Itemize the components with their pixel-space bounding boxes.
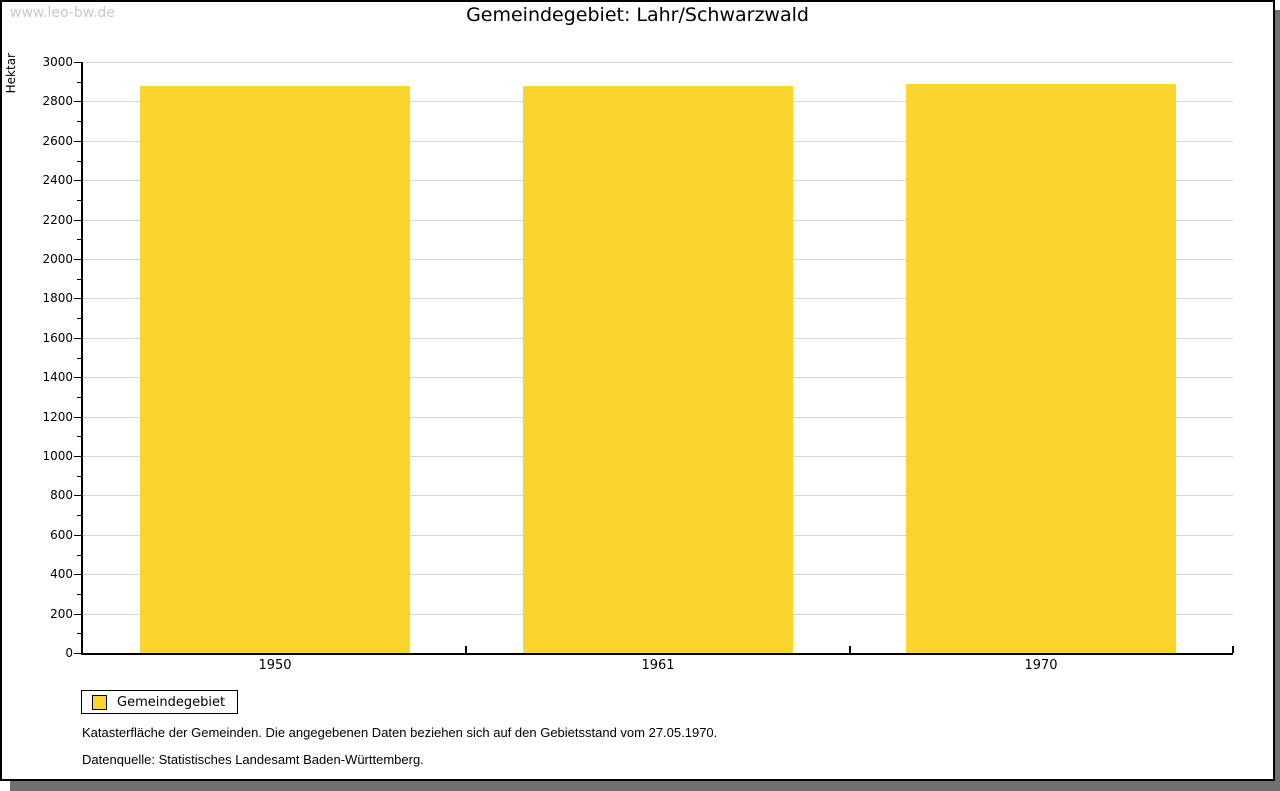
y-tick-label: 2200 (42, 213, 73, 227)
y-axis-minor-tick (77, 476, 81, 477)
y-tick-label: 1600 (42, 331, 73, 345)
plot-area: 0 200 400 600 800 1000 1200 1400 1600 1800 2000 220… (2, 2, 1273, 779)
gridline (83, 62, 1233, 63)
y-axis-major-tick (74, 456, 81, 457)
y-axis-major-tick (74, 574, 81, 575)
y-axis-line (81, 62, 83, 655)
y-tick-label: 600 (50, 528, 73, 542)
y-axis-major-tick (74, 614, 81, 615)
x-tick-label: 1961 (641, 658, 675, 673)
chart-title: Gemeindegebiet: Lahr/Schwarzwald (466, 4, 809, 26)
x-axis-boundary-tick (849, 646, 851, 653)
y-axis-minor-tick (77, 200, 81, 201)
x-tick-label: 1950 (258, 658, 292, 673)
y-axis-minor-tick (77, 515, 81, 516)
y-tick-label: 2000 (42, 252, 73, 266)
y-axis-major-tick (74, 180, 81, 181)
y-tick-label: 0 (65, 646, 73, 660)
y-axis-major-tick (74, 141, 81, 142)
y-axis-minor-tick (77, 436, 81, 437)
y-tick-label: 2800 (42, 94, 73, 108)
y-axis-minor-tick (77, 358, 81, 359)
x-axis-boundary-tick (1232, 646, 1234, 653)
y-axis-major-tick (74, 377, 81, 378)
y-axis-minor-tick (77, 82, 81, 83)
y-axis-major-tick (74, 220, 81, 221)
x-axis-line (81, 653, 1233, 655)
y-tick-label: 200 (50, 607, 73, 621)
y-axis-major-tick (74, 653, 81, 654)
y-tick-label: 1400 (42, 370, 73, 384)
y-tick-label: 2600 (42, 134, 73, 148)
y-axis-minor-tick (77, 318, 81, 319)
y-axis-minor-tick (77, 161, 81, 162)
y-tick-label: 1800 (42, 291, 73, 305)
footnote-data-source: Datenquelle: Statistisches Landesamt Bad… (82, 752, 424, 767)
y-tick-label: 1000 (42, 449, 73, 463)
y-axis-major-tick (74, 259, 81, 260)
y-axis-major-tick (74, 101, 81, 102)
y-axis-major-tick (74, 535, 81, 536)
y-axis-minor-tick (77, 239, 81, 240)
y-tick-label: 800 (50, 488, 73, 502)
bar-1970 (906, 84, 1176, 653)
y-axis-minor-tick (77, 555, 81, 556)
y-axis-major-tick (74, 338, 81, 339)
y-axis-major-tick (74, 417, 81, 418)
y-tick-label: 2400 (42, 173, 73, 187)
legend-label: Gemeindegebiet (117, 694, 226, 710)
x-axis-boundary-tick (465, 646, 467, 653)
y-tick-label: 3000 (42, 55, 73, 69)
y-axis-minor-tick (77, 397, 81, 398)
legend-swatch-icon (92, 694, 107, 710)
y-axis-major-tick (74, 298, 81, 299)
y-axis-minor-tick (77, 121, 81, 122)
y-axis-major-tick (74, 62, 81, 63)
x-tick-label: 1970 (1024, 658, 1058, 673)
y-axis-minor-tick (77, 633, 81, 634)
y-axis-minor-tick (77, 279, 81, 280)
y-tick-label: 400 (50, 567, 73, 581)
y-tick-label: 1200 (42, 410, 73, 424)
legend: Gemeindegebiet (81, 690, 238, 714)
bar-1961 (523, 86, 793, 653)
bar-1950 (140, 86, 410, 653)
footnote-source-note: Katasterfläche der Gemeinden. Die angege… (82, 725, 718, 740)
watermark: www.leo-bw.de (10, 5, 115, 21)
y-axis-minor-tick (77, 594, 81, 595)
y-axis-major-tick (74, 495, 81, 496)
